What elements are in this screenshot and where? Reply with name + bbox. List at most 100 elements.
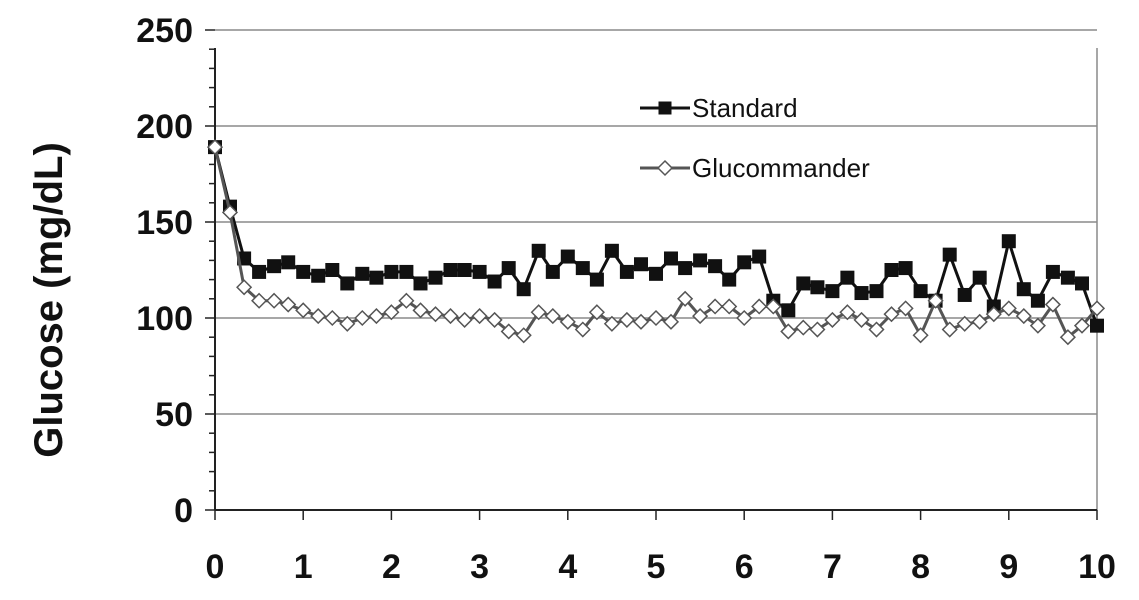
data-point-standard xyxy=(972,270,987,285)
data-point-standard xyxy=(457,263,472,277)
data-point-glucommander xyxy=(559,313,576,330)
data-point-glucommander xyxy=(266,292,283,309)
data-point-glucommander xyxy=(912,327,929,344)
legend-label-glucommander: Glucommander xyxy=(692,153,870,183)
x-tick-label-0: 0 xyxy=(206,548,225,586)
data-point-glucommander xyxy=(1015,308,1032,325)
data-point-standard xyxy=(1090,318,1104,333)
data-point-glucommander xyxy=(868,321,885,338)
data-point-standard xyxy=(619,264,634,279)
data-point-glucommander xyxy=(809,321,826,338)
data-point-glucommander xyxy=(544,308,561,325)
data-point-standard xyxy=(589,272,604,287)
x-tick-label-5: 5 xyxy=(647,548,666,586)
data-point-standard xyxy=(487,274,502,289)
data-point-standard xyxy=(1045,264,1060,279)
data-point-standard xyxy=(267,259,282,274)
y-tick-label-50: 50 xyxy=(155,396,193,434)
y-axis-title: Glucose (mg/dL) xyxy=(27,142,71,458)
data-point-standard xyxy=(869,284,884,299)
y-tick-label-150: 150 xyxy=(136,204,193,242)
data-point-glucommander xyxy=(1073,317,1091,334)
data-point-standard xyxy=(884,263,899,277)
data-point-standard xyxy=(545,264,560,279)
data-point-standard xyxy=(428,270,443,285)
data-point-standard xyxy=(384,264,399,279)
data-point-glucommander xyxy=(221,204,239,221)
x-tick-label-1: 1 xyxy=(294,548,313,586)
data-point-standard xyxy=(796,276,811,291)
data-point-glucommander xyxy=(515,327,532,344)
legend-item-glucommander: Glucommander xyxy=(640,153,870,183)
data-point-glucommander xyxy=(985,306,1002,323)
x-tick-label-7: 7 xyxy=(823,548,842,586)
y-tick-label-100: 100 xyxy=(136,300,193,338)
data-point-standard xyxy=(649,266,663,281)
data-point-standard xyxy=(678,261,693,276)
data-point-glucommander xyxy=(1088,300,1106,317)
data-point-glucommander xyxy=(824,311,841,328)
data-point-glucommander xyxy=(310,308,327,325)
data-point-standard xyxy=(325,263,340,277)
x-tick-label-3: 3 xyxy=(470,548,489,586)
data-point-glucommander xyxy=(324,309,341,327)
data-point-standard xyxy=(1030,293,1045,308)
data-point-glucommander xyxy=(927,292,944,309)
data-point-standard xyxy=(781,303,796,318)
data-point-standard xyxy=(913,284,928,299)
data-point-standard xyxy=(399,264,414,279)
data-point-standard xyxy=(737,255,752,270)
y-tick-label-0: 0 xyxy=(174,492,193,530)
legend-marker xyxy=(658,101,672,115)
data-point-glucommander xyxy=(780,323,797,340)
data-point-glucommander xyxy=(1029,317,1046,334)
data-point-glucommander xyxy=(721,298,738,315)
y-tick-label-250: 250 xyxy=(136,12,193,50)
data-series xyxy=(206,139,1106,346)
data-point-glucommander xyxy=(1059,329,1076,346)
data-point-glucommander xyxy=(736,309,753,327)
data-point-glucommander xyxy=(398,292,415,309)
series-line-glucommander xyxy=(213,146,1099,339)
data-point-standard xyxy=(825,284,840,299)
legend-item-standard: Standard xyxy=(640,93,798,123)
data-point-glucommander xyxy=(677,290,694,307)
data-point-standard xyxy=(663,251,678,266)
data-point-standard xyxy=(1001,234,1016,249)
x-tick-label-9: 9 xyxy=(999,548,1018,586)
legend-label-standard: Standard xyxy=(692,93,798,123)
series-glucommander xyxy=(206,139,1106,346)
data-point-glucommander xyxy=(295,302,312,319)
x-tick-label-10: 10 xyxy=(1078,548,1116,586)
data-point-glucommander xyxy=(1000,300,1017,317)
data-point-glucommander xyxy=(692,308,709,325)
data-point-glucommander xyxy=(897,300,914,317)
data-point-glucommander xyxy=(339,315,356,332)
data-point-standard xyxy=(634,257,649,272)
data-point-glucommander xyxy=(486,311,503,328)
legend-marker xyxy=(656,159,674,177)
x-tick-label-4: 4 xyxy=(558,548,577,586)
data-point-standard xyxy=(722,272,737,287)
data-point-glucommander xyxy=(236,279,253,296)
data-point-glucommander xyxy=(1044,296,1061,313)
data-point-standard xyxy=(296,264,311,279)
data-point-glucommander xyxy=(442,308,459,325)
data-point-glucommander xyxy=(632,313,650,330)
axes xyxy=(205,29,1098,520)
data-point-glucommander xyxy=(662,313,680,330)
data-point-standard xyxy=(752,249,767,264)
data-point-standard xyxy=(840,270,855,285)
data-point-standard xyxy=(810,280,825,295)
data-point-glucommander xyxy=(456,311,473,328)
x-tick-label-2: 2 xyxy=(382,548,401,586)
data-point-glucommander xyxy=(280,296,297,313)
data-point-glucommander xyxy=(941,321,958,338)
data-point-standard xyxy=(560,249,575,264)
data-point-standard xyxy=(1016,282,1031,297)
data-point-glucommander xyxy=(574,321,591,338)
data-point-standard xyxy=(443,263,458,277)
data-point-standard xyxy=(516,282,531,297)
data-point-glucommander xyxy=(853,311,870,328)
data-point-standard xyxy=(531,243,546,258)
